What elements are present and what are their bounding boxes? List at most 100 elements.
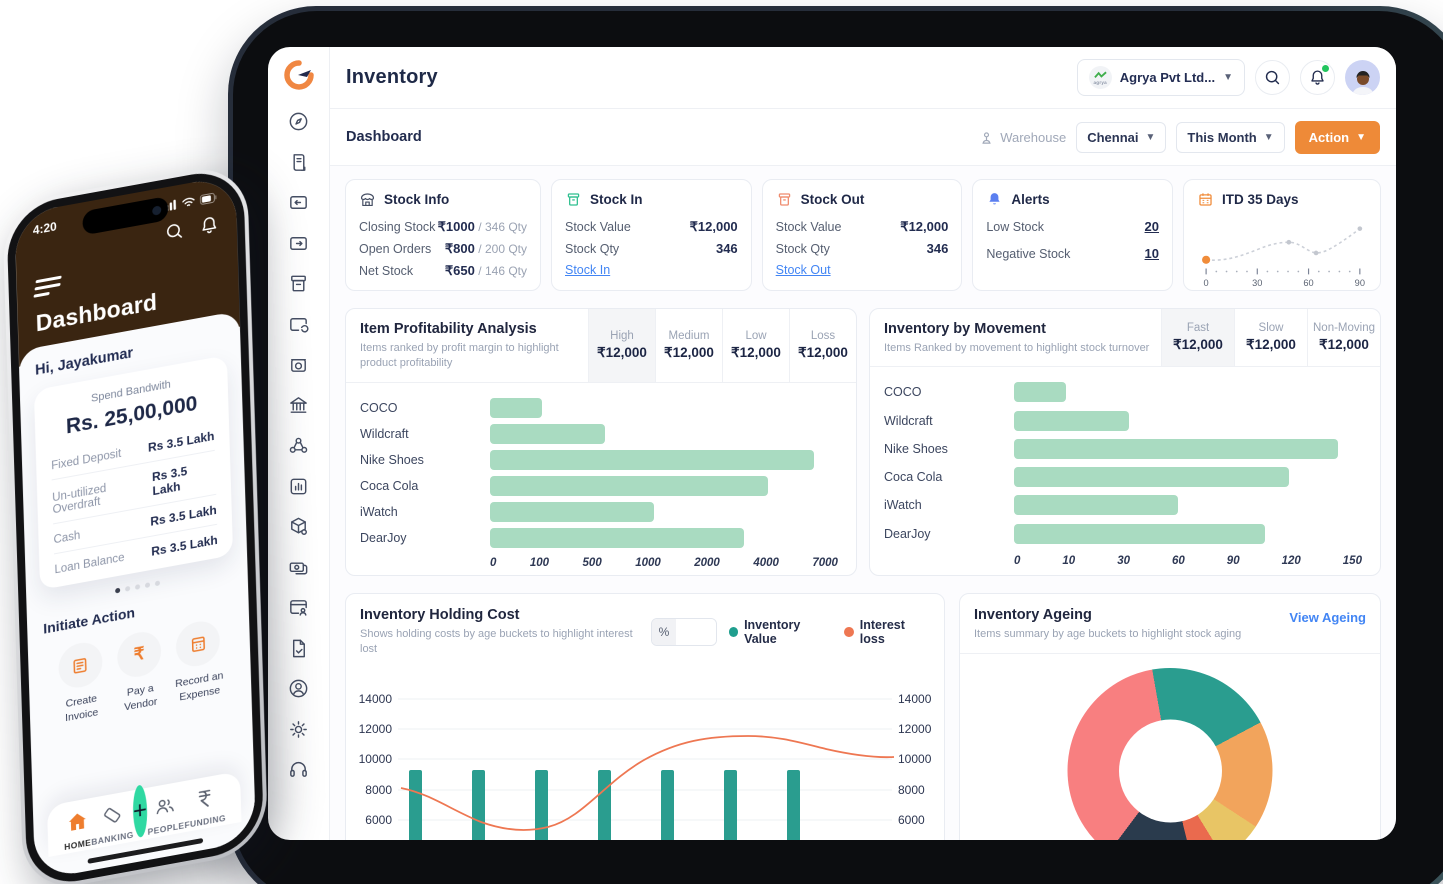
company-logo: agrya xyxy=(1088,66,1112,89)
invoices-icon[interactable] xyxy=(287,151,310,174)
payments-in-icon[interactable] xyxy=(287,191,310,214)
menu-icon[interactable] xyxy=(33,275,62,298)
banking-card-icon xyxy=(103,808,120,823)
svg-text:8000: 8000 xyxy=(365,783,392,797)
bar xyxy=(490,475,769,496)
svg-text:12000: 12000 xyxy=(898,722,932,736)
profile-icon[interactable] xyxy=(287,677,310,700)
stock-in-link[interactable]: Stock In xyxy=(565,263,611,277)
action-button[interactable]: Action ▼ xyxy=(1294,120,1380,154)
documents-check-icon[interactable] xyxy=(287,637,310,660)
inventory-ageing-card: Inventory Ageing Items summary by age bu… xyxy=(959,593,1381,840)
svg-text:14000: 14000 xyxy=(359,692,393,706)
bell-icon[interactable] xyxy=(199,214,218,236)
chevron-down-icon: ▼ xyxy=(1356,131,1366,143)
nav-home[interactable]: HOME xyxy=(63,810,91,852)
chart-header: Inventory Holding Cost Shows holding cos… xyxy=(346,594,944,668)
reports-chart-icon[interactable] xyxy=(287,475,310,498)
holding-cost-chart: 140001200010000800060004000 140001200010… xyxy=(359,692,932,840)
view-ageing-link[interactable]: View Ageing xyxy=(1289,610,1366,625)
chevron-down-icon: ▼ xyxy=(1223,72,1233,83)
nav-funding[interactable]: FUNDING xyxy=(183,786,226,830)
stat-row: Closing Stock ₹1000 / 346 Qty xyxy=(359,219,527,234)
inventory-movement-card: Inventory by Movement Items Ranked by mo… xyxy=(869,308,1381,576)
charts-row: Item Profitability Analysis Items ranked… xyxy=(345,308,1381,576)
bar-row: Coca Cola xyxy=(360,473,838,499)
dashboard-toolbar: Dashboard Warehouse Chennai ▼ This Month xyxy=(330,109,1396,166)
phone-frame: 4:20 Dashboard xyxy=(2,160,269,884)
app-logo-icon[interactable] xyxy=(283,60,314,90)
search-button[interactable] xyxy=(1255,60,1290,95)
svg-text:30: 30 xyxy=(1252,278,1262,288)
tab-high[interactable]: High ₹12,000 xyxy=(588,309,655,382)
bottom-row: Inventory Holding Cost Shows holding cos… xyxy=(345,593,1381,840)
nav-banking[interactable]: BANKING xyxy=(90,802,134,847)
payments-out-icon[interactable] xyxy=(287,232,310,255)
bank-icon[interactable] xyxy=(287,394,310,417)
stat-card-title: Stock Out xyxy=(800,192,865,207)
tab-medium[interactable]: Medium ₹12,000 xyxy=(655,309,722,382)
status-time: 4:20 xyxy=(32,219,57,238)
notifications-button[interactable] xyxy=(1300,60,1335,95)
stat-row: Low Stock 20 xyxy=(986,219,1160,234)
phone-bottom-nav: HOME BANKING + PEOPLE xyxy=(46,770,242,857)
low-stock-link[interactable]: 20 xyxy=(1144,219,1160,234)
record-expense-button[interactable]: Record an Expense xyxy=(168,616,230,706)
quick-actions: Create Invoice ₹ Pay a Vendor Record an … xyxy=(42,615,237,729)
pos-box-icon[interactable] xyxy=(287,353,310,376)
tab-low[interactable]: Low ₹12,000 xyxy=(722,309,789,382)
inventory-box-icon[interactable] xyxy=(287,272,310,295)
phone-header-actions xyxy=(33,214,219,267)
compass-dashboard-icon[interactable] xyxy=(287,110,310,133)
main-panel: Inventory agrya Agrya Pvt Ltd... ▼ xyxy=(330,47,1396,840)
card-sync-icon[interactable] xyxy=(287,313,310,336)
chart-subtitle: Items ranked by profit margin to highlig… xyxy=(360,342,559,370)
add-fab[interactable]: + xyxy=(132,783,148,838)
portal-user-icon[interactable] xyxy=(287,596,310,619)
contacts-network-icon[interactable] xyxy=(287,434,310,457)
spend-bandwidth-card: Spend Bandwith Rs. 25,00,000 Fixed Depos… xyxy=(33,355,234,591)
bar xyxy=(490,449,814,470)
phone-header: 4:20 Dashboard xyxy=(14,174,240,367)
bar-label: Wildcraft xyxy=(360,426,409,441)
x-axis: 0 100 500 1000 2000 4000 7000 xyxy=(490,556,838,569)
tab-slow[interactable]: Slow ₹12,000 xyxy=(1234,309,1307,367)
donut-chart-area xyxy=(960,654,1380,840)
stock-out-link[interactable]: Stock Out xyxy=(775,263,831,277)
stock-out-icon xyxy=(778,193,790,206)
search-icon[interactable] xyxy=(165,220,184,242)
svg-text:0: 0 xyxy=(1204,278,1209,288)
rupee-icon: ₹ xyxy=(133,643,145,665)
bar-row: iWatch xyxy=(884,492,1362,518)
bar-row: COCO xyxy=(360,395,838,421)
cash-icon[interactable] xyxy=(287,556,310,579)
phone-sheet: Hi, Jayakumar Spend Bandwith Rs. 25,00,0… xyxy=(18,310,257,881)
chart-title: Inventory by Movement xyxy=(884,321,1046,337)
phone-bezel: 4:20 Dashboard xyxy=(6,165,265,884)
tab-fast[interactable]: Fast ₹12,000 xyxy=(1161,309,1234,367)
camera-dot xyxy=(152,204,162,216)
holding-cost-card: Inventory Holding Cost Shows holding cos… xyxy=(345,593,945,840)
sparkline-current-point xyxy=(1202,255,1211,264)
settings-gear-icon[interactable] xyxy=(287,718,310,741)
svg-text:12000: 12000 xyxy=(359,722,393,736)
tab-non-moving[interactable]: Non-Moving ₹12,000 xyxy=(1307,309,1380,367)
avatar[interactable] xyxy=(1345,60,1380,95)
support-headset-icon[interactable] xyxy=(287,758,310,781)
percent-input[interactable] xyxy=(675,619,716,646)
bar xyxy=(1014,523,1265,544)
svg-text:8000: 8000 xyxy=(898,783,925,797)
warehouse-select[interactable]: Chennai ▼ xyxy=(1076,121,1167,153)
tab-loss[interactable]: Loss ₹12,000 xyxy=(789,309,856,382)
pay-vendor-button[interactable]: ₹ Pay a Vendor xyxy=(109,627,171,717)
bar-label: Coca Cola xyxy=(360,478,419,493)
period-select[interactable]: This Month ▼ xyxy=(1176,121,1285,153)
stock-in-card: Stock In Stock Value ₹12,000 Stock Qty 346… xyxy=(551,179,752,291)
create-invoice-button[interactable]: Create Invoice xyxy=(50,638,112,728)
negative-stock-link[interactable]: 10 xyxy=(1144,246,1160,261)
alerts-card: Alerts Low Stock 20 Negative Stock 10 xyxy=(972,179,1174,291)
nav-people[interactable]: PEOPLE xyxy=(147,793,185,837)
company-selector[interactable]: agrya Agrya Pvt Ltd... ▼ xyxy=(1076,59,1245,96)
bar xyxy=(490,423,605,444)
product-settings-icon[interactable] xyxy=(287,515,310,538)
